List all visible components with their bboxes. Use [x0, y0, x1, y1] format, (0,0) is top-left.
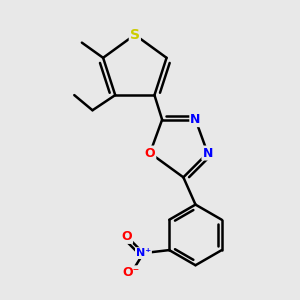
Text: N⁺: N⁺ [136, 248, 151, 258]
Text: N: N [202, 146, 213, 160]
Text: O: O [122, 230, 132, 243]
Text: S: S [130, 28, 140, 42]
Text: N: N [190, 113, 201, 126]
Text: O⁻: O⁻ [123, 266, 140, 279]
Text: O: O [145, 146, 155, 160]
